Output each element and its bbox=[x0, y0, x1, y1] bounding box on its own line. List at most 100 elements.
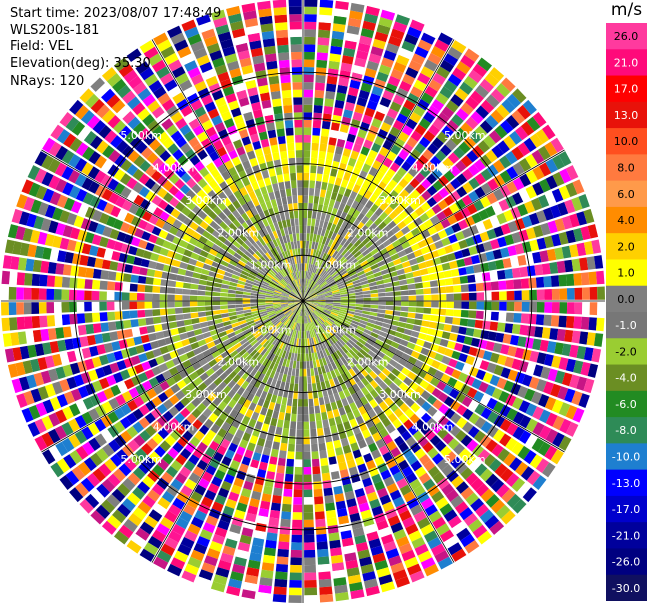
velocity-gate bbox=[221, 456, 232, 467]
velocity-gate bbox=[79, 88, 94, 103]
velocity-gate bbox=[306, 330, 309, 339]
velocity-gate bbox=[308, 289, 314, 296]
velocity-gate bbox=[531, 149, 545, 165]
velocity-gate bbox=[334, 225, 341, 234]
velocity-gate bbox=[147, 535, 163, 549]
velocity-gate bbox=[265, 274, 273, 281]
velocity-gate bbox=[394, 331, 404, 339]
velocity-gate bbox=[458, 326, 467, 335]
velocity-gate bbox=[258, 356, 266, 365]
velocity-gate bbox=[53, 289, 62, 300]
velocity-gate bbox=[31, 288, 40, 300]
velocity-gate bbox=[247, 32, 261, 43]
velocity-gate bbox=[312, 458, 320, 467]
velocity-gate bbox=[218, 211, 227, 221]
velocity-gate bbox=[413, 375, 423, 385]
velocity-gate bbox=[296, 172, 303, 181]
velocity-gate bbox=[360, 196, 369, 206]
velocity-gate bbox=[251, 181, 260, 191]
velocity-gate bbox=[236, 283, 245, 289]
velocity-gate bbox=[558, 151, 572, 167]
velocity-gate bbox=[423, 478, 436, 491]
velocity-gate bbox=[490, 499, 505, 514]
velocity-gate bbox=[382, 322, 391, 329]
velocity-gate bbox=[260, 454, 270, 464]
velocity-gate bbox=[228, 370, 237, 380]
velocity-gate bbox=[346, 312, 354, 318]
velocity-gate bbox=[380, 9, 396, 21]
velocity-gate bbox=[309, 406, 315, 415]
velocity-gate bbox=[323, 340, 330, 348]
velocity-gate bbox=[275, 472, 285, 482]
velocity-gate bbox=[276, 174, 284, 183]
velocity-gate bbox=[126, 399, 138, 412]
velocity-gate bbox=[519, 266, 529, 278]
velocity-gate bbox=[249, 498, 260, 508]
velocity-gate bbox=[347, 207, 356, 216]
velocity-gate bbox=[474, 273, 484, 283]
velocity-gate bbox=[418, 472, 431, 485]
velocity-gate bbox=[309, 303, 318, 308]
velocity-gate bbox=[399, 255, 409, 263]
velocity-gate bbox=[336, 316, 345, 322]
velocity-gate bbox=[544, 396, 557, 411]
velocity-gate bbox=[174, 301, 183, 308]
velocity-gate bbox=[463, 336, 473, 346]
velocity-gate bbox=[99, 236, 109, 248]
velocity-gate bbox=[212, 195, 222, 206]
velocity-gate bbox=[243, 309, 252, 314]
velocity-gate bbox=[315, 309, 322, 315]
velocity-gate bbox=[449, 425, 461, 437]
velocity-gate bbox=[62, 406, 74, 420]
velocity-gate bbox=[254, 231, 262, 240]
velocity-gate bbox=[399, 279, 408, 286]
velocity-gate bbox=[459, 81, 474, 95]
velocity-gate bbox=[281, 374, 287, 383]
velocity-gate bbox=[292, 74, 302, 83]
velocity-gate bbox=[330, 361, 337, 370]
velocity-gate bbox=[338, 406, 346, 416]
velocity-gate bbox=[423, 301, 432, 308]
velocity-gate bbox=[349, 418, 358, 428]
velocity-gate bbox=[244, 331, 253, 338]
velocity-gate bbox=[32, 259, 42, 273]
velocity-gate bbox=[288, 295, 296, 299]
velocity-gate bbox=[445, 285, 454, 293]
velocity-gate bbox=[272, 329, 280, 337]
velocity-gate bbox=[542, 124, 556, 140]
velocity-gate bbox=[280, 365, 286, 374]
velocity-gate bbox=[340, 294, 348, 297]
velocity-gate bbox=[164, 79, 178, 92]
velocity-gate bbox=[167, 25, 183, 39]
velocity-gate bbox=[456, 404, 468, 416]
velocity-gate bbox=[307, 289, 314, 296]
velocity-gate bbox=[354, 288, 363, 293]
velocity-gate bbox=[202, 522, 216, 534]
velocity-gate bbox=[217, 71, 230, 83]
velocity-gate bbox=[569, 344, 579, 358]
velocity-gate bbox=[320, 212, 327, 221]
velocity-gate bbox=[99, 354, 109, 366]
velocity-gate bbox=[209, 151, 220, 162]
velocity-gate bbox=[103, 249, 114, 260]
velocity-gate bbox=[56, 458, 71, 473]
velocity-gate bbox=[297, 346, 301, 354]
velocity-gate bbox=[372, 226, 382, 235]
velocity-gate bbox=[189, 301, 198, 307]
velocity-gate bbox=[322, 480, 332, 489]
velocity-gate bbox=[219, 221, 228, 230]
velocity-gate bbox=[263, 244, 270, 252]
velocity-gate bbox=[346, 94, 357, 104]
velocity-gate bbox=[305, 307, 310, 316]
velocity-gate bbox=[460, 284, 469, 292]
velocity-gate bbox=[92, 120, 106, 134]
velocity-gate bbox=[261, 227, 269, 236]
velocity-gate bbox=[89, 345, 99, 357]
velocity-gate bbox=[290, 291, 298, 297]
velocity-gate bbox=[330, 223, 337, 232]
velocity-gate bbox=[41, 154, 54, 170]
velocity-gate bbox=[221, 135, 232, 146]
velocity-gate bbox=[492, 159, 505, 173]
velocity-gate bbox=[408, 166, 419, 178]
velocity-gate bbox=[437, 162, 449, 175]
